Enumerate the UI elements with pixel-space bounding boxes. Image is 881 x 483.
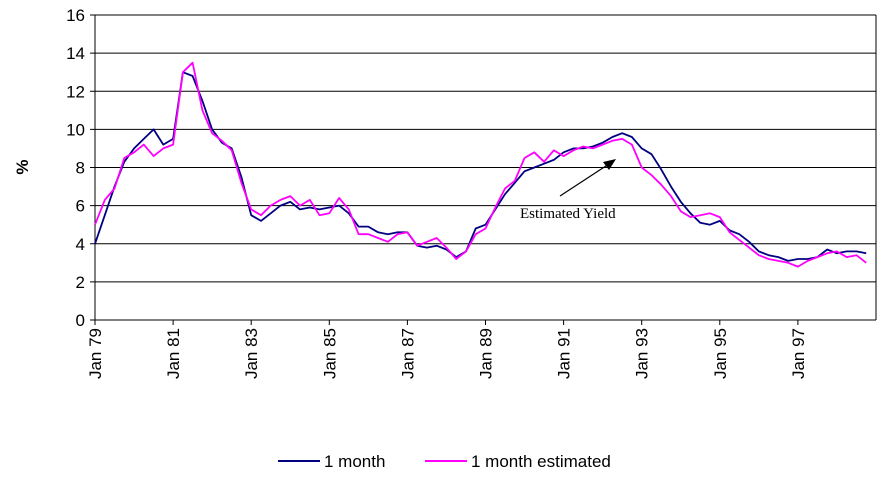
y-tick-label: 14: [66, 44, 85, 63]
y-tick-label: 6: [76, 197, 85, 216]
x-tick-label: Jan 97: [789, 328, 808, 379]
series-line: [94, 61, 867, 268]
y-tick-label: 12: [66, 82, 85, 101]
x-tick-label: Jan 79: [86, 328, 105, 379]
y-tick-label: 10: [66, 120, 85, 139]
y-tick-label: 4: [76, 235, 85, 254]
series-line: [94, 71, 867, 262]
legend-label: 1 month estimated: [471, 452, 611, 471]
x-tick-label: Jan 95: [711, 328, 730, 379]
annotation-arrowhead: [603, 159, 616, 170]
x-tick-label: Jan 89: [477, 328, 496, 379]
x-tick-label: Jan 87: [398, 328, 417, 379]
x-tick-label: Jan 93: [633, 328, 652, 379]
y-axis-label: %: [13, 159, 32, 174]
y-tick-label: 0: [76, 311, 85, 330]
x-tick-label: Jan 91: [555, 328, 574, 379]
x-tick-label: Jan 83: [242, 328, 261, 379]
x-tick-label: Jan 81: [164, 328, 183, 379]
x-tick-label: Jan 85: [320, 328, 339, 379]
legend-label: 1 month: [324, 452, 385, 471]
y-tick-label: 8: [76, 159, 85, 178]
annotation: Estimated Yield: [520, 206, 616, 222]
y-tick-label: 16: [66, 6, 85, 25]
y-tick-label: 2: [76, 273, 85, 292]
